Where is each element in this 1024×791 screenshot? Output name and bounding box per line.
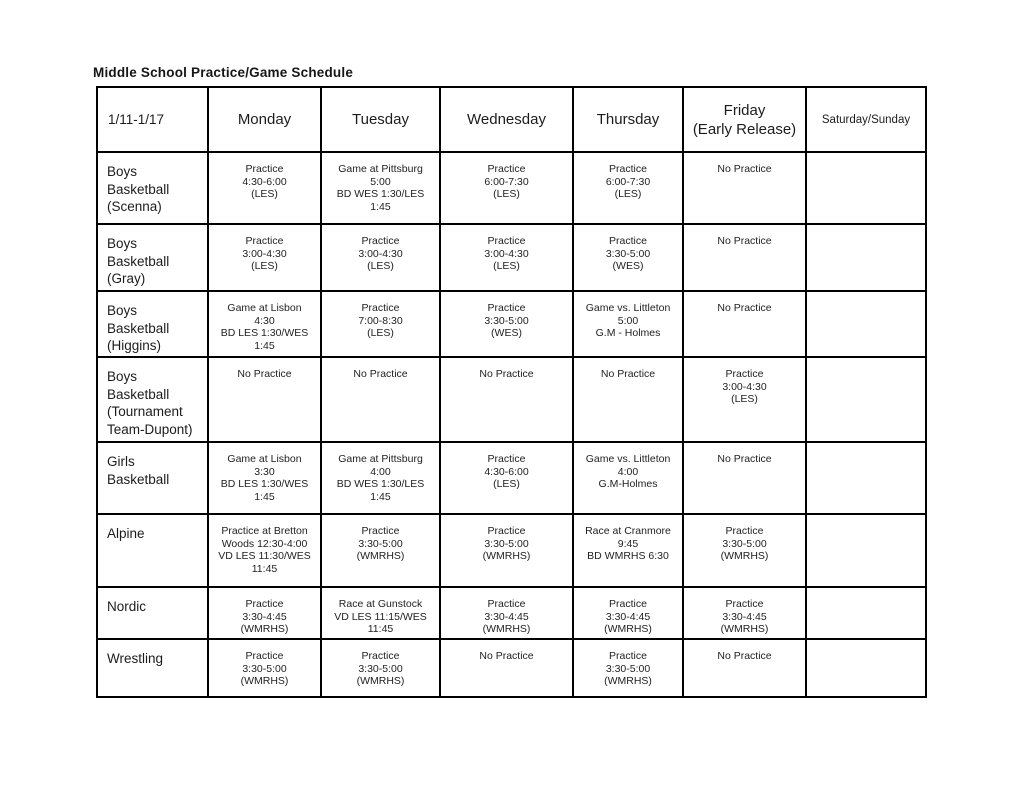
cell-girls-tuesday: Game at Pittsburg 4:00 BD WES 1:30/LES 1…: [320, 441, 441, 515]
cell-higgins-wednesday: Practice 3:30-5:00 (WES): [439, 290, 574, 358]
cell-scenna-monday: Practice 4:30-6:00 (LES): [207, 151, 322, 225]
cell-wrestling-thursday: Practice 3:30-5:00 (WMRHS): [572, 638, 684, 698]
cell-alpine-wednesday: Practice 3:30-5:00 (WMRHS): [439, 513, 574, 588]
row-label-girls-basketball: Girls Basketball: [96, 441, 209, 515]
cell-wrestling-monday: Practice 3:30-5:00 (WMRHS): [207, 638, 322, 698]
cell-tournament-weekend: [805, 356, 927, 443]
row-label-alpine: Alpine: [96, 513, 209, 588]
cell-scenna-friday: No Practice: [682, 151, 807, 225]
cell-scenna-tuesday: Game at Pittsburg 5:00 BD WES 1:30/LES 1…: [320, 151, 441, 225]
cell-alpine-friday: Practice 3:30-5:00 (WMRHS): [682, 513, 807, 588]
cell-alpine-monday: Practice at Bretton Woods 12:30-4:00 VD …: [207, 513, 322, 588]
cell-tournament-monday: No Practice: [207, 356, 322, 443]
header-saturday-sunday: Saturday/Sunday: [805, 86, 927, 153]
header-wednesday: Wednesday: [439, 86, 574, 153]
cell-wrestling-friday: No Practice: [682, 638, 807, 698]
cell-gray-thursday: Practice 3:30-5:00 (WES): [572, 223, 684, 292]
cell-nordic-weekend: [805, 586, 927, 640]
cell-girls-monday: Game at Lisbon 3:30 BD LES 1:30/WES 1:45: [207, 441, 322, 515]
cell-nordic-wednesday: Practice 3:30-4:45 (WMRHS): [439, 586, 574, 640]
schedule-table: 1/11-1/17 Monday Tuesday Wednesday Thurs…: [96, 86, 927, 698]
cell-tournament-friday: Practice 3:00-4:30 (LES): [682, 356, 807, 443]
cell-girls-friday: No Practice: [682, 441, 807, 515]
cell-wrestling-tuesday: Practice 3:30-5:00 (WMRHS): [320, 638, 441, 698]
cell-scenna-wednesday: Practice 6:00-7:30 (LES): [439, 151, 574, 225]
header-thursday: Thursday: [572, 86, 684, 153]
cell-scenna-thursday: Practice 6:00-7:30 (LES): [572, 151, 684, 225]
header-row: 1/11-1/17 Monday Tuesday Wednesday Thurs…: [96, 86, 927, 153]
cell-alpine-weekend: [805, 513, 927, 588]
cell-nordic-friday: Practice 3:30-4:45 (WMRHS): [682, 586, 807, 640]
cell-gray-tuesday: Practice 3:00-4:30 (LES): [320, 223, 441, 292]
cell-higgins-monday: Game at Lisbon 4:30 BD LES 1:30/WES 1:45: [207, 290, 322, 358]
table-row: Wrestling Practice 3:30-5:00 (WMRHS) Pra…: [96, 638, 927, 698]
cell-scenna-weekend: [805, 151, 927, 225]
row-label-wrestling: Wrestling: [96, 638, 209, 698]
cell-wrestling-wednesday: No Practice: [439, 638, 574, 698]
cell-nordic-tuesday: Race at Gunstock VD LES 11:15/WES 11:45: [320, 586, 441, 640]
row-label-boys-basketball-gray: Boys Basketball (Gray): [96, 223, 209, 292]
cell-gray-friday: No Practice: [682, 223, 807, 292]
header-week-range: 1/11-1/17: [96, 86, 209, 153]
table-row: Alpine Practice at Bretton Woods 12:30-4…: [96, 513, 927, 588]
cell-gray-wednesday: Practice 3:00-4:30 (LES): [439, 223, 574, 292]
cell-gray-monday: Practice 3:00-4:30 (LES): [207, 223, 322, 292]
cell-higgins-friday: No Practice: [682, 290, 807, 358]
cell-gray-weekend: [805, 223, 927, 292]
cell-higgins-weekend: [805, 290, 927, 358]
cell-higgins-tuesday: Practice 7:00-8:30 (LES): [320, 290, 441, 358]
table-row: Nordic Practice 3:30-4:45 (WMRHS) Race a…: [96, 586, 927, 640]
cell-tournament-thursday: No Practice: [572, 356, 684, 443]
table-row: Boys Basketball (Higgins) Game at Lisbon…: [96, 290, 927, 358]
cell-nordic-thursday: Practice 3:30-4:45 (WMRHS): [572, 586, 684, 640]
table-row: Boys Basketball (Tournament Team-Dupont)…: [96, 356, 927, 443]
table-row: Boys Basketball (Gray) Practice 3:00-4:3…: [96, 223, 927, 292]
cell-girls-weekend: [805, 441, 927, 515]
header-tuesday: Tuesday: [320, 86, 441, 153]
cell-wrestling-weekend: [805, 638, 927, 698]
page-title: Middle School Practice/Game Schedule: [93, 65, 354, 80]
cell-girls-thursday: Game vs. Littleton 4:00 G.M-Holmes: [572, 441, 684, 515]
table-row: Boys Basketball (Scenna) Practice 4:30-6…: [96, 151, 927, 225]
header-monday: Monday: [207, 86, 322, 153]
cell-alpine-thursday: Race at Cranmore 9:45 BD WMRHS 6:30: [572, 513, 684, 588]
cell-alpine-tuesday: Practice 3:30-5:00 (WMRHS): [320, 513, 441, 588]
header-friday: Friday (Early Release): [682, 86, 807, 153]
table-row: Girls Basketball Game at Lisbon 3:30 BD …: [96, 441, 927, 515]
cell-higgins-thursday: Game vs. Littleton 5:00 G.M - Holmes: [572, 290, 684, 358]
row-label-boys-basketball-scenna: Boys Basketball (Scenna): [96, 151, 209, 225]
row-label-nordic: Nordic: [96, 586, 209, 640]
cell-tournament-tuesday: No Practice: [320, 356, 441, 443]
row-label-boys-basketball-tournament: Boys Basketball (Tournament Team-Dupont): [96, 356, 209, 443]
cell-nordic-monday: Practice 3:30-4:45 (WMRHS): [207, 586, 322, 640]
cell-girls-wednesday: Practice 4:30-6:00 (LES): [439, 441, 574, 515]
cell-tournament-wednesday: No Practice: [439, 356, 574, 443]
row-label-boys-basketball-higgins: Boys Basketball (Higgins): [96, 290, 209, 358]
